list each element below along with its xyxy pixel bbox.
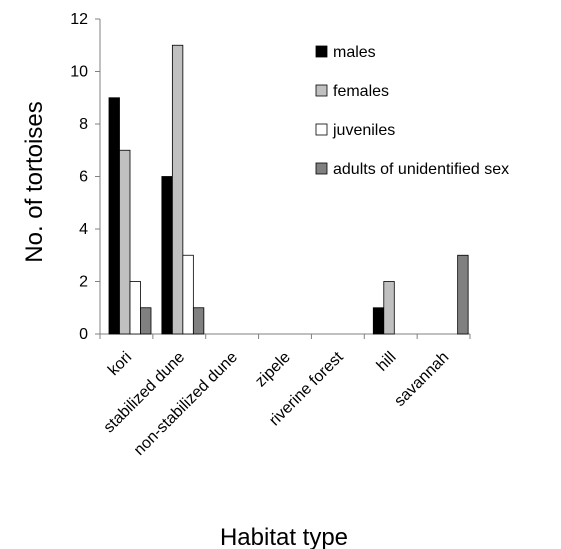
x-tick-label: non-stabilized dune [131, 349, 241, 459]
bar-adults-of-unidentified-sex-0 [140, 307, 152, 335]
bar-females-1 [171, 44, 184, 335]
y-tick-label: 4 [79, 221, 88, 238]
y-tick-label: 8 [79, 116, 88, 133]
y-tick-label: 2 [79, 274, 88, 291]
bar-juveniles-0 [129, 281, 141, 335]
bar-females-0 [119, 149, 131, 335]
bar-juveniles-1 [182, 254, 194, 335]
bar-males-5 [372, 307, 385, 335]
x-axis-title: Habitat type [220, 524, 348, 549]
y-tick-label: 10 [70, 64, 88, 81]
legend-swatch [315, 84, 328, 97]
bar-males-1 [161, 176, 173, 335]
legend-label: adults of unidentified sex [333, 161, 509, 178]
x-tick-label: hill [374, 349, 400, 375]
legend-label: juveniles [332, 122, 395, 139]
legend: males females juveniles adults of unidentif… [315, 44, 509, 178]
bar-males-0 [108, 97, 120, 335]
x-tick-label: kori [105, 349, 135, 379]
y-tick-label: 6 [79, 169, 88, 186]
legend-swatch [315, 123, 328, 136]
y-axis-title: No. of tortoises [21, 101, 48, 262]
y-tick-label: 12 [70, 11, 88, 28]
legend-label: males [333, 44, 376, 61]
legend-swatch [315, 45, 328, 58]
legend-swatch [315, 162, 328, 175]
bar-females-5 [383, 281, 395, 335]
x-tick-label: savannah [391, 349, 452, 410]
x-tick-label: zipele [252, 349, 294, 391]
bar-adults-of-unidentified-sex-1 [192, 307, 205, 335]
bar-adults-of-unidentified-sex-6 [457, 254, 469, 335]
legend-label: females [333, 83, 389, 100]
y-tick-label: 0 [79, 326, 88, 343]
